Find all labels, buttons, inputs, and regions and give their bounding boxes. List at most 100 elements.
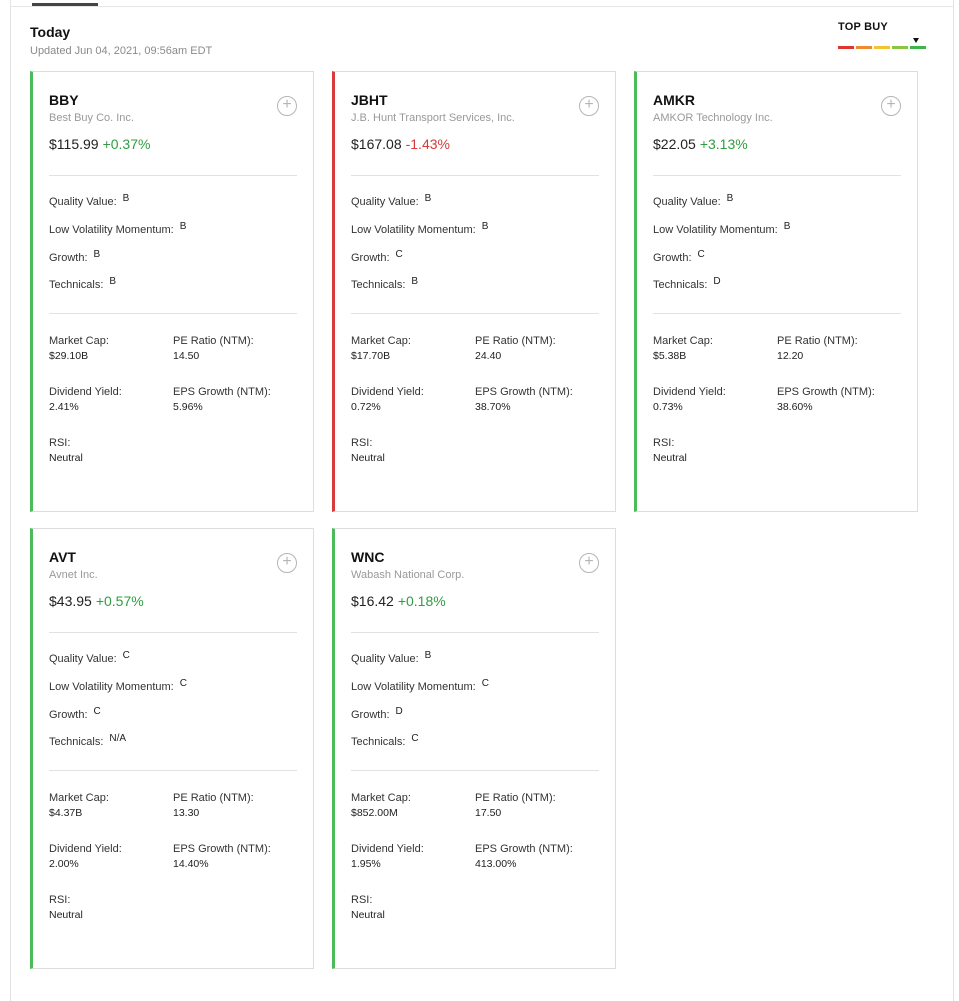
market-cap-label: Market Cap: — [49, 792, 109, 804]
quality-value-grade: C — [122, 650, 130, 661]
rating-marker-icon — [913, 38, 919, 43]
low-volatility-momentum-label: Low Volatility Momentum: — [653, 224, 778, 236]
market-cap-value: $5.38B — [653, 350, 687, 362]
rsi-value: Neutral — [49, 452, 83, 464]
low-volatility-momentum-label: Low Volatility Momentum: — [351, 681, 476, 693]
stock-price: $22.05 — [653, 136, 696, 152]
price-row: $167.08 -1.43% — [351, 136, 450, 152]
rating-label: TOP BUY — [838, 21, 888, 33]
stock-price: $167.08 — [351, 136, 402, 152]
rating-segment — [910, 46, 926, 49]
growth-label: Growth: — [49, 709, 88, 721]
quality-value-label: Quality Value: — [49, 653, 117, 665]
low-volatility-momentum-label: Low Volatility Momentum: — [49, 681, 174, 693]
price-row: $43.95 +0.57% — [49, 593, 144, 609]
add-to-watchlist-icon[interactable]: + — [579, 96, 599, 116]
quality-value-row: Quality Value: C — [49, 650, 130, 665]
technicals-grade: N/A — [109, 733, 127, 744]
add-to-watchlist-icon[interactable]: + — [277, 96, 297, 116]
eps-growth: EPS Growth (NTM): 14.40% — [173, 843, 271, 870]
rating-segment — [892, 46, 908, 49]
stock-card[interactable]: AVT Avnet Inc. + $43.95 +0.57% Quality Va… — [30, 528, 314, 969]
rsi: RSI: Neutral — [653, 437, 687, 464]
ticker-symbol[interactable]: JBHT — [351, 92, 388, 108]
stock-card[interactable]: WNC Wabash National Corp. + $16.42 +0.18%… — [332, 528, 616, 969]
quality-value-row: Quality Value: B — [351, 193, 431, 208]
rating-segment — [874, 46, 890, 49]
rsi-value: Neutral — [351, 452, 385, 464]
growth-grade: C — [697, 249, 705, 260]
eps-growth-label: EPS Growth (NTM): — [173, 386, 271, 398]
low-volatility-momentum-grade: B — [481, 221, 489, 232]
ticker-symbol[interactable]: AMKR — [653, 92, 695, 108]
market-cap-label: Market Cap: — [49, 335, 109, 347]
quality-value-grade: B — [424, 650, 432, 661]
ticker-symbol[interactable]: WNC — [351, 549, 385, 565]
low-volatility-momentum-row: Low Volatility Momentum: C — [49, 678, 187, 693]
dividend-yield-value: 1.95% — [351, 858, 381, 870]
technicals-row: Technicals: N/A — [49, 733, 127, 748]
market-cap: Market Cap: $4.37B — [49, 792, 109, 819]
technicals-label: Technicals: — [49, 279, 104, 291]
rsi: RSI: Neutral — [351, 894, 385, 921]
rsi-label: RSI: — [49, 437, 71, 449]
pe-ratio: PE Ratio (NTM): 13.30 — [173, 792, 254, 819]
pe-ratio-value: 17.50 — [475, 807, 502, 819]
rsi-value: Neutral — [653, 452, 687, 464]
market-cap: Market Cap: $29.10B — [49, 335, 109, 362]
add-to-watchlist-icon[interactable]: + — [277, 553, 297, 573]
pe-ratio-value: 13.30 — [173, 807, 200, 819]
technicals-label: Technicals: — [351, 279, 406, 291]
pe-ratio-label: PE Ratio (NTM): — [475, 792, 556, 804]
eps-growth: EPS Growth (NTM): 5.96% — [173, 386, 271, 413]
price-row: $115.99 +0.37% — [49, 136, 150, 152]
pe-ratio-label: PE Ratio (NTM): — [173, 792, 254, 804]
content-frame — [10, 0, 954, 1001]
active-tab-indicator — [32, 3, 98, 6]
company-name: Best Buy Co. Inc. — [49, 112, 134, 124]
market-cap: Market Cap: $17.70B — [351, 335, 411, 362]
pe-ratio-value: 14.50 — [173, 350, 200, 362]
company-name: Wabash National Corp. — [351, 569, 465, 581]
card-divider — [49, 175, 297, 176]
market-cap-value: $29.10B — [49, 350, 89, 362]
rsi-label: RSI: — [653, 437, 675, 449]
dividend-yield-label: Dividend Yield: — [653, 386, 726, 398]
pe-ratio-value: 12.20 — [777, 350, 804, 362]
quality-value-row: Quality Value: B — [351, 650, 432, 665]
ticker-symbol[interactable]: BBY — [49, 92, 79, 108]
rating-segment — [856, 46, 872, 49]
technicals-row: Technicals: D — [653, 276, 721, 291]
market-cap-label: Market Cap: — [351, 792, 411, 804]
market-cap-value: $17.70B — [351, 350, 391, 362]
ticker-symbol[interactable]: AVT — [49, 549, 76, 565]
rsi-label: RSI: — [351, 894, 373, 906]
add-to-watchlist-icon[interactable]: + — [579, 553, 599, 573]
add-to-watchlist-icon[interactable]: + — [881, 96, 901, 116]
technicals-grade: C — [411, 733, 419, 744]
stock-card[interactable]: BBY Best Buy Co. Inc. + $115.99 +0.37% Qu… — [30, 71, 314, 512]
dividend-yield: Dividend Yield: 0.72% — [351, 386, 424, 413]
market-cap: Market Cap: $5.38B — [653, 335, 713, 362]
technicals-row: Technicals: B — [49, 276, 116, 291]
market-cap-value: $852.00M — [351, 807, 398, 819]
dividend-yield-value: 0.72% — [351, 401, 381, 413]
low-volatility-momentum-grade: B — [179, 221, 187, 232]
card-divider — [351, 770, 599, 771]
low-volatility-momentum-row: Low Volatility Momentum: B — [49, 221, 187, 236]
eps-growth-value: 38.60% — [777, 401, 813, 413]
growth-row: Growth: C — [351, 249, 403, 264]
rsi-label: RSI: — [49, 894, 71, 906]
rating-segment — [838, 46, 854, 49]
technicals-grade: D — [713, 276, 721, 287]
technicals-label: Technicals: — [49, 736, 104, 748]
card-divider — [653, 175, 901, 176]
stock-card[interactable]: JBHT J.B. Hunt Transport Services, Inc. … — [332, 71, 616, 512]
eps-growth-value: 14.40% — [173, 858, 209, 870]
rsi-value: Neutral — [351, 909, 385, 921]
stock-card[interactable]: AMKR AMKOR Technology Inc. + $22.05 +3.13… — [634, 71, 918, 512]
dividend-yield-value: 2.41% — [49, 401, 79, 413]
card-divider — [351, 313, 599, 314]
pe-ratio-value: 24.40 — [475, 350, 502, 362]
pe-ratio: PE Ratio (NTM): 14.50 — [173, 335, 254, 362]
